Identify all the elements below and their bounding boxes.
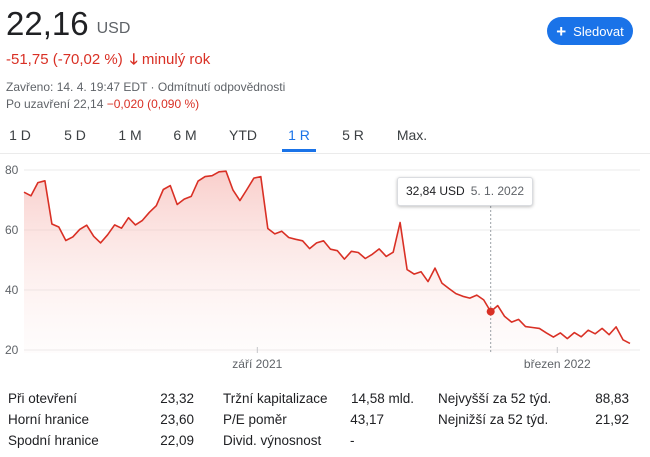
stat-value-pe-ratio: 43,17	[350, 412, 384, 427]
tab-1r[interactable]: 1 R	[282, 124, 316, 152]
range-tabs: 1 D 5 D 1 M 6 M YTD 1 R 5 R Max.	[0, 124, 650, 152]
tab-1m[interactable]: 1 M	[118, 127, 142, 143]
tooltip-value: 32,84 USD	[406, 184, 465, 198]
x-tick-label: září 2021	[232, 357, 282, 371]
tab-max[interactable]: Max.	[396, 127, 428, 143]
price-value: 22,16	[6, 5, 89, 42]
price-change: -51,75 (-70,02 %) 🡓 minulý rok	[6, 50, 210, 70]
stat-label-market-cap: Tržní kapitalizace	[223, 391, 328, 406]
stat-label-high: Horní hranice	[8, 412, 90, 427]
tab-1d[interactable]: 1 D	[9, 127, 31, 143]
y-tick-label: 80	[5, 163, 19, 177]
after-hours-change: −0,020 (0,090 %)	[106, 97, 200, 111]
tab-6m[interactable]: 6 M	[173, 127, 197, 143]
arrow-down-icon: 🡓	[129, 51, 138, 68]
stat-value-low: 22,09	[160, 433, 194, 448]
tabs-divider	[0, 153, 650, 154]
tab-ytd[interactable]: YTD	[229, 127, 257, 143]
current-price: 22,16 USD	[6, 4, 130, 49]
closed-info: Zavřeno: 14. 4. 19:47 EDT · Odmítnutí od…	[6, 80, 286, 94]
currency-label: USD	[96, 20, 131, 37]
stat-value-open: 23,32	[160, 391, 194, 406]
follow-button[interactable]: + Sledovat	[547, 17, 633, 45]
series-line	[23, 170, 631, 345]
stat-value-high: 23,60	[160, 412, 194, 427]
change-value: -51,75 (-70,02 %)	[6, 51, 123, 68]
stat-value-52w-low: 21,92	[595, 412, 629, 427]
y-tick-label: 40	[5, 283, 19, 297]
stat-value-dividend-yield: -	[350, 433, 355, 448]
stat-label-52w-low: Nejnižší za 52 týd.	[438, 412, 549, 427]
change-period: minulý rok	[141, 51, 211, 68]
stat-value-market-cap: 14,58 mld.	[350, 391, 414, 406]
after-hours-label: Po uzavření 22,14	[6, 97, 104, 111]
stat-label-dividend-yield: Divid. výnosnost	[223, 433, 322, 448]
after-hours-info: Po uzavření 22,14 −0,020 (0,090 %)	[6, 96, 199, 112]
series-area	[24, 171, 630, 353]
x-tick-label: březen 2022	[524, 357, 591, 371]
chart-tooltip: 32,84 USD 5. 1. 2022	[397, 177, 534, 206]
stat-label-open: Při otevření	[8, 391, 78, 406]
tab-5r[interactable]: 5 R	[342, 127, 364, 143]
stat-label-pe-ratio: P/E poměr	[223, 412, 287, 427]
price-chart[interactable]: 80 60 40 20 září 2021 březen 2022	[0, 158, 650, 378]
highlight-point	[486, 307, 495, 316]
stat-label-low: Spodní hranice	[8, 433, 99, 448]
stat-label-52w-high: Nejvyšší za 52 týd.	[438, 391, 552, 406]
tooltip-date: 5. 1. 2022	[470, 184, 525, 198]
stat-value-52w-high: 88,83	[595, 391, 629, 406]
y-tick-label: 20	[5, 343, 19, 357]
follow-label: Sledovat	[573, 23, 624, 39]
y-tick-label: 60	[5, 223, 19, 237]
plus-icon: +	[556, 21, 567, 41]
tab-5d[interactable]: 5 D	[64, 127, 86, 143]
